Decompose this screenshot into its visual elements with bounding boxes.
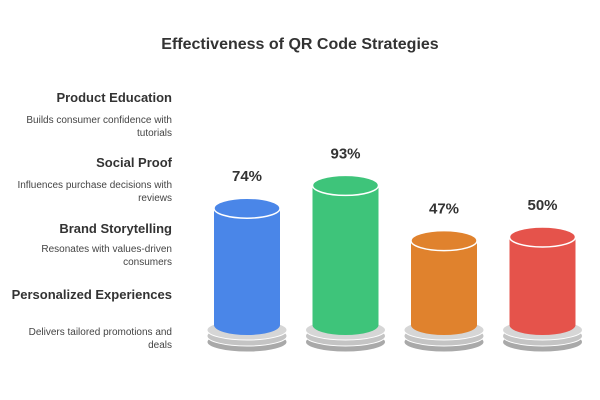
bar-top — [311, 174, 380, 197]
value-label: 93% — [330, 145, 360, 162]
category-label: Social Proof — [96, 155, 172, 170]
category-description: Delivers tailored promotions and deals — [28, 327, 172, 351]
category-description: Builds consumer confidence with tutorial… — [26, 115, 172, 139]
category-label: Personalized Experiences — [11, 287, 172, 302]
chart-title: Effectiveness of QR Code Strategies — [161, 36, 439, 53]
bar-top — [213, 197, 281, 219]
bar-top — [508, 226, 577, 248]
category-description: Resonates with values-driven consumers — [41, 244, 172, 268]
category-label: Product Education — [56, 90, 172, 105]
bar — [411, 230, 477, 335]
value-label: 74% — [232, 168, 262, 185]
bar — [509, 227, 576, 335]
bar-top — [410, 229, 478, 252]
value-label: 47% — [429, 201, 459, 218]
category-description: Influences purchase decisions with revie… — [17, 180, 172, 204]
bar — [312, 175, 379, 335]
value-label: 50% — [527, 197, 557, 214]
category-label: Brand Storytelling — [59, 221, 172, 236]
bar — [214, 198, 280, 335]
